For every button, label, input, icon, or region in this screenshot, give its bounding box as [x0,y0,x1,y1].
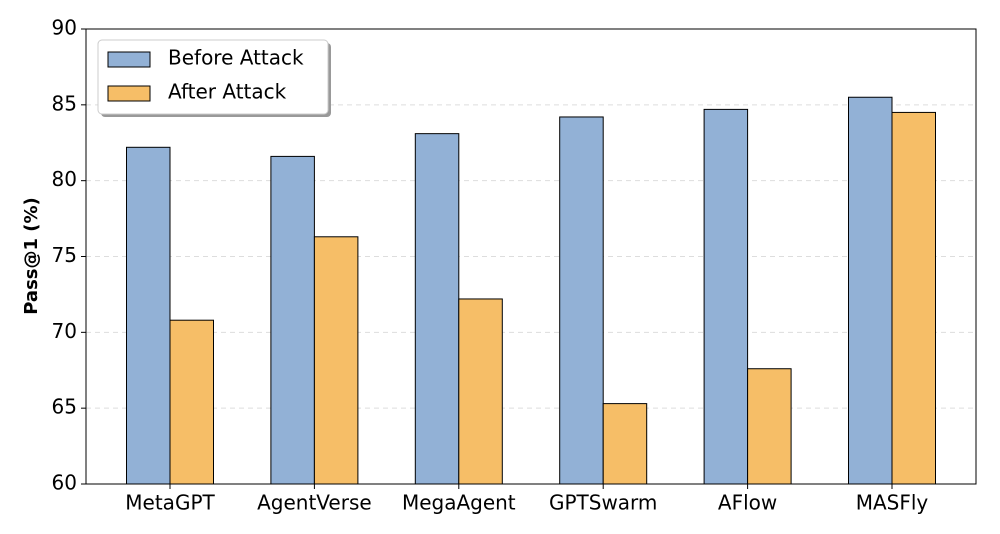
x-tick-label: MegaAgent [402,491,516,515]
y-tick-label: 75 [52,243,77,267]
bar [559,116,604,485]
bar [703,108,749,485]
legend-swatch [107,85,151,102]
bar [602,403,648,485]
bar [313,236,359,485]
bar [414,133,460,485]
y-tick-label: 60 [52,471,77,495]
legend-box [97,39,329,115]
bar [458,298,503,485]
x-tick-label: AFlow [718,491,777,515]
y-tick-label: 90 [52,16,77,40]
legend-label: Before Attack [168,46,304,70]
x-tick-label: MetaGPT [125,491,215,515]
y-tick-label: 70 [52,319,77,343]
bar [169,319,214,485]
bar [747,368,792,485]
bar [891,111,936,485]
y-tick-label: 85 [52,91,77,115]
y-tick-label: 65 [52,395,77,419]
plot-frame [85,28,977,485]
bar [270,155,315,485]
bar [848,96,893,485]
y-tick-label: 80 [52,167,77,191]
legend: Before Attack After Attack [97,39,331,117]
x-tick-label: AgentVerse [257,491,372,515]
x-tick-label: GPTSwarm [549,491,657,515]
legend-label: After Attack [168,80,287,104]
legend-swatch [107,51,151,68]
y-axis-label: Pass@1 (%) [21,197,42,315]
bar [126,146,171,485]
x-tick-label: MASFly [856,491,929,515]
